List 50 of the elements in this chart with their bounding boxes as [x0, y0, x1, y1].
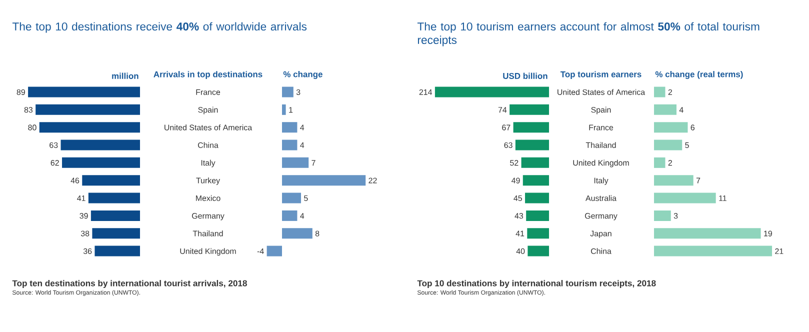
y-axis-title: Arrivals in top destinations — [154, 71, 262, 79]
bar — [654, 86, 666, 98]
bar — [90, 210, 140, 221]
bar — [654, 104, 676, 115]
bar — [28, 86, 140, 98]
bar — [654, 192, 716, 204]
bar — [36, 104, 140, 115]
bar — [92, 228, 140, 239]
bar — [654, 246, 772, 256]
bar — [94, 246, 140, 256]
chart-title: The top 10 destinations receive 40% of worldwide arrivals — [12, 22, 307, 33]
bar — [82, 175, 140, 186]
bar — [62, 157, 140, 168]
bar — [266, 246, 282, 256]
bar — [526, 210, 550, 221]
bar — [515, 140, 550, 150]
bar — [282, 140, 298, 150]
bar — [282, 86, 294, 98]
bar — [654, 210, 671, 221]
x-axis-title: % change — [283, 71, 322, 79]
chart-title: The top 10 tourism earners account for almost 50% of total tourism receipts — [417, 22, 760, 46]
text: Top ten destinations by international tourist arrivals, 2018 — [12, 280, 247, 288]
bar — [521, 157, 550, 168]
bar — [282, 104, 286, 115]
bar — [88, 192, 140, 204]
bar — [525, 192, 550, 204]
text: Top 10 destinations by international tourism receipts, 2018 — [417, 280, 656, 288]
bar — [654, 175, 694, 186]
bar — [282, 157, 309, 168]
bar — [513, 122, 550, 133]
bar — [434, 86, 550, 98]
bar — [510, 104, 550, 115]
bar — [654, 140, 682, 150]
y-axis-title: Top tourism earners — [560, 71, 642, 79]
bar — [654, 228, 761, 239]
bar — [528, 246, 550, 256]
x-axis-title: million — [112, 72, 138, 79]
bar — [527, 228, 550, 239]
bar — [282, 192, 302, 204]
bar — [654, 157, 666, 168]
bar — [39, 122, 140, 133]
bar — [60, 140, 140, 150]
x-axis-title: % change (real terms) — [655, 71, 743, 79]
bar — [522, 175, 550, 186]
bar — [282, 175, 366, 186]
bar — [282, 228, 312, 239]
bar — [282, 210, 298, 221]
x-axis-title: USD billion — [503, 72, 548, 79]
bar — [282, 122, 298, 133]
bar — [654, 122, 688, 133]
